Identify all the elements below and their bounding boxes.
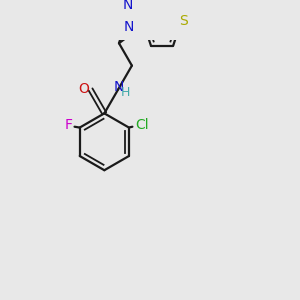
Text: N: N — [123, 20, 134, 34]
Text: N: N — [122, 0, 133, 12]
Text: H: H — [121, 85, 130, 99]
Text: S: S — [179, 14, 188, 28]
Text: N: N — [114, 80, 124, 94]
Text: F: F — [64, 118, 73, 132]
Text: O: O — [78, 82, 89, 96]
Text: Cl: Cl — [135, 118, 149, 132]
